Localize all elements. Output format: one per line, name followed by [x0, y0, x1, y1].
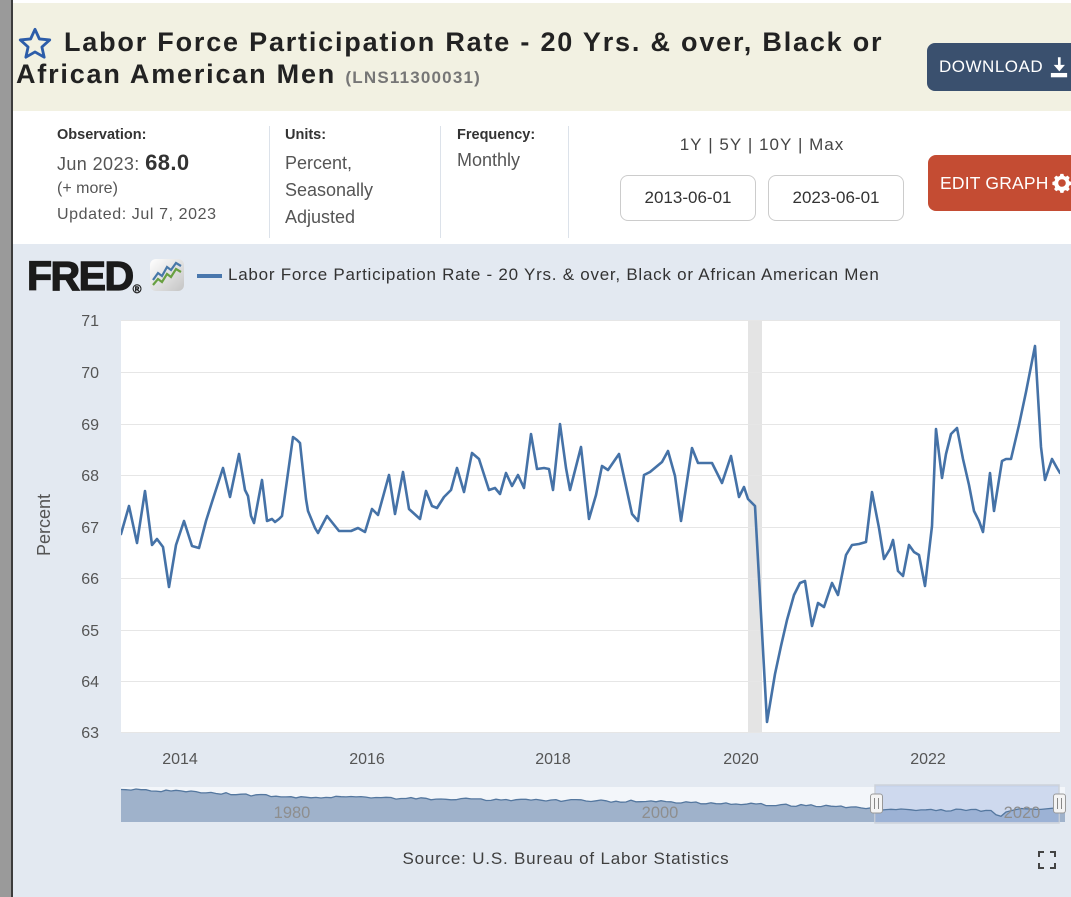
svg-text:65: 65 — [81, 623, 99, 640]
svg-text:64: 64 — [81, 674, 99, 691]
svg-text:66: 66 — [81, 571, 99, 588]
svg-text:2020: 2020 — [723, 751, 759, 768]
svg-text:71: 71 — [81, 313, 99, 330]
svg-text:68: 68 — [81, 468, 99, 485]
svg-text:69: 69 — [81, 417, 99, 434]
svg-text:2014: 2014 — [162, 751, 198, 768]
svg-text:2020: 2020 — [1004, 804, 1041, 822]
svg-text:63: 63 — [81, 725, 99, 742]
svg-text:2016: 2016 — [349, 751, 385, 768]
svg-text:2000: 2000 — [642, 804, 679, 822]
svg-text:70: 70 — [81, 365, 99, 382]
svg-text:67: 67 — [81, 520, 99, 537]
svg-text:Percent: Percent — [34, 494, 54, 556]
svg-text:2018: 2018 — [535, 751, 571, 768]
svg-text:2022: 2022 — [910, 751, 946, 768]
svg-text:1980: 1980 — [274, 804, 311, 822]
